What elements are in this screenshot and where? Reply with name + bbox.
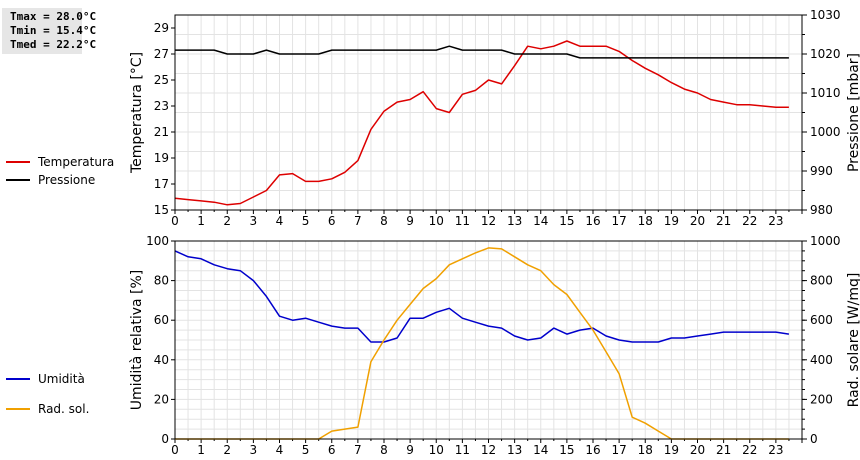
tmax-label: Tmax = 28.0°C xyxy=(10,10,97,23)
x-tick-label: 21 xyxy=(716,214,731,228)
x-tick-label: 4 xyxy=(276,443,284,457)
y-axis-label-right: Pressione [mbar] xyxy=(846,53,860,172)
x-tick-label: 12 xyxy=(481,214,496,228)
x-tick-label: 23 xyxy=(768,214,783,228)
x-tick-label: 17 xyxy=(611,443,626,457)
y-left-tick-label: 17 xyxy=(154,177,169,191)
y-right-tick-label: 1000 xyxy=(810,234,841,248)
x-tick-label: 0 xyxy=(171,214,179,228)
x-tick-label: 12 xyxy=(481,443,496,457)
x-tick-label: 2 xyxy=(223,443,231,457)
y-right-tick-label: 0 xyxy=(810,432,818,446)
x-tick-label: 20 xyxy=(690,214,705,228)
x-tick-label: 18 xyxy=(638,214,653,228)
x-tick-label: 1 xyxy=(197,443,205,457)
tmed-label: Tmed = 22.2°C xyxy=(10,38,97,51)
y-left-tick-label: 21 xyxy=(154,125,169,139)
y-right-tick-label: 1030 xyxy=(810,8,841,22)
x-tick-label: 5 xyxy=(302,443,310,457)
y-left-tick-label: 29 xyxy=(154,21,169,35)
x-tick-label: 18 xyxy=(638,443,653,457)
x-tick-label: 5 xyxy=(302,214,310,228)
x-tick-label: 10 xyxy=(429,443,444,457)
stats-box: Tmax = 28.0°C Tmin = 15.4°C Tmed = 22.2°… xyxy=(2,8,96,54)
legend-label: Rad. sol. xyxy=(38,402,89,416)
x-tick-label: 10 xyxy=(429,214,444,228)
y-axis-label-left: Temperatura [°C] xyxy=(129,52,145,174)
x-tick-label: 21 xyxy=(716,443,731,457)
x-tick-label: 3 xyxy=(250,443,258,457)
legend-label: Pressione xyxy=(38,173,95,187)
x-tick-label: 16 xyxy=(585,443,600,457)
x-tick-label: 19 xyxy=(664,443,679,457)
y-right-tick-label: 200 xyxy=(810,392,833,406)
x-tick-label: 9 xyxy=(406,214,414,228)
x-tick-label: 16 xyxy=(585,214,600,228)
x-tick-label: 15 xyxy=(559,443,574,457)
x-tick-label: 6 xyxy=(328,443,336,457)
x-tick-label: 13 xyxy=(507,443,522,457)
x-tick-label: 15 xyxy=(559,214,574,228)
y-left-tick-label: 80 xyxy=(154,274,169,288)
y-axis-label-right: Rad. solare [W/mq] xyxy=(846,273,860,408)
series-line-pressione xyxy=(175,45,789,59)
y-left-tick-label: 19 xyxy=(154,151,169,165)
x-tick-label: 7 xyxy=(354,443,362,457)
x-tick-label: 11 xyxy=(455,443,470,457)
y-left-tick-label: 60 xyxy=(154,313,169,327)
x-tick-label: 13 xyxy=(507,214,522,228)
tmin-label: Tmin = 15.4°C xyxy=(10,24,97,37)
x-tick-label: 8 xyxy=(380,214,388,228)
y-left-tick-label: 0 xyxy=(161,432,169,446)
x-tick-label: 6 xyxy=(328,214,336,228)
series-line-umidit- xyxy=(174,250,790,343)
x-tick-label: 0 xyxy=(171,443,179,457)
x-tick-label: 4 xyxy=(276,214,284,228)
y-left-tick-label: 20 xyxy=(154,392,169,406)
x-tick-label: 22 xyxy=(742,214,757,228)
y-right-tick-label: 800 xyxy=(810,274,833,288)
legend-label: Temperatura xyxy=(37,155,114,169)
series-line-temperatura xyxy=(174,40,789,206)
y-right-tick-label: 400 xyxy=(810,353,833,367)
plot-frame xyxy=(174,14,803,211)
y-right-tick-label: 1010 xyxy=(810,86,841,100)
y-right-tick-label: 1000 xyxy=(810,125,841,139)
x-tick-label: 9 xyxy=(406,443,414,457)
x-tick-label: 19 xyxy=(664,214,679,228)
x-tick-label: 3 xyxy=(250,214,258,228)
y-right-tick-label: 990 xyxy=(810,164,833,178)
y-right-tick-label: 1020 xyxy=(810,47,841,61)
x-tick-label: 23 xyxy=(768,443,783,457)
plot-frame xyxy=(174,240,803,440)
y-right-tick-label: 980 xyxy=(810,203,833,217)
y-left-tick-label: 23 xyxy=(154,99,169,113)
y-left-tick-label: 27 xyxy=(154,47,169,61)
y-axis-label-left: Umidità relativa [%] xyxy=(129,270,145,411)
y-left-tick-label: 100 xyxy=(146,234,169,248)
y-left-tick-label: 40 xyxy=(154,353,169,367)
x-tick-label: 17 xyxy=(611,214,626,228)
x-tick-label: 14 xyxy=(533,214,548,228)
x-tick-label: 1 xyxy=(197,214,205,228)
x-tick-label: 14 xyxy=(533,443,548,457)
legend-label: Umidità xyxy=(38,372,85,386)
y-right-tick-label: 600 xyxy=(810,313,833,327)
x-tick-label: 11 xyxy=(455,214,470,228)
y-left-tick-label: 15 xyxy=(154,203,169,217)
y-left-tick-label: 25 xyxy=(154,73,169,87)
x-tick-label: 7 xyxy=(354,214,362,228)
x-tick-label: 22 xyxy=(742,443,757,457)
x-tick-label: 20 xyxy=(690,443,705,457)
x-tick-label: 8 xyxy=(380,443,388,457)
x-tick-label: 2 xyxy=(223,214,231,228)
